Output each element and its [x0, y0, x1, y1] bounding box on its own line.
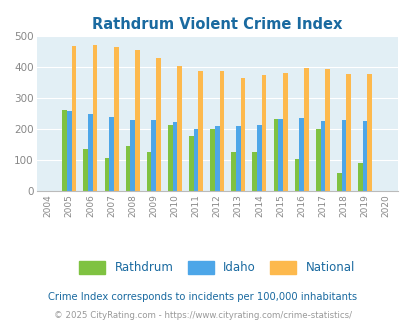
Bar: [214, 126, 219, 191]
Bar: [277, 119, 282, 191]
Bar: [273, 119, 277, 191]
Bar: [113, 47, 118, 191]
Bar: [235, 126, 240, 191]
Bar: [252, 152, 256, 191]
Bar: [104, 158, 109, 191]
Bar: [109, 117, 113, 191]
Bar: [261, 75, 266, 191]
Bar: [345, 74, 350, 191]
Bar: [282, 73, 287, 191]
Bar: [341, 120, 345, 191]
Bar: [92, 45, 97, 191]
Bar: [62, 110, 67, 191]
Bar: [71, 46, 76, 191]
Bar: [357, 163, 362, 191]
Title: Rathdrum Violent Crime Index: Rathdrum Violent Crime Index: [92, 17, 341, 32]
Legend: Rathdrum, Idaho, National: Rathdrum, Idaho, National: [75, 256, 359, 279]
Bar: [83, 148, 88, 191]
Bar: [156, 58, 160, 191]
Bar: [367, 74, 371, 191]
Bar: [88, 114, 92, 191]
Bar: [189, 137, 193, 191]
Text: Crime Index corresponds to incidents per 100,000 inhabitants: Crime Index corresponds to incidents per…: [48, 292, 357, 302]
Bar: [240, 78, 245, 191]
Bar: [231, 152, 235, 191]
Bar: [135, 50, 139, 191]
Text: © 2025 CityRating.com - https://www.cityrating.com/crime-statistics/: © 2025 CityRating.com - https://www.city…: [54, 311, 351, 320]
Bar: [147, 152, 151, 191]
Bar: [320, 121, 324, 191]
Bar: [177, 66, 181, 191]
Bar: [219, 71, 224, 191]
Bar: [256, 125, 261, 191]
Bar: [151, 120, 156, 191]
Bar: [198, 71, 202, 191]
Bar: [303, 68, 308, 191]
Bar: [210, 129, 214, 191]
Bar: [298, 118, 303, 191]
Bar: [126, 146, 130, 191]
Bar: [324, 69, 329, 191]
Bar: [315, 129, 320, 191]
Bar: [168, 125, 172, 191]
Bar: [67, 111, 71, 191]
Bar: [362, 121, 367, 191]
Bar: [172, 122, 177, 191]
Bar: [336, 173, 341, 191]
Bar: [130, 120, 135, 191]
Bar: [294, 159, 298, 191]
Bar: [193, 129, 198, 191]
